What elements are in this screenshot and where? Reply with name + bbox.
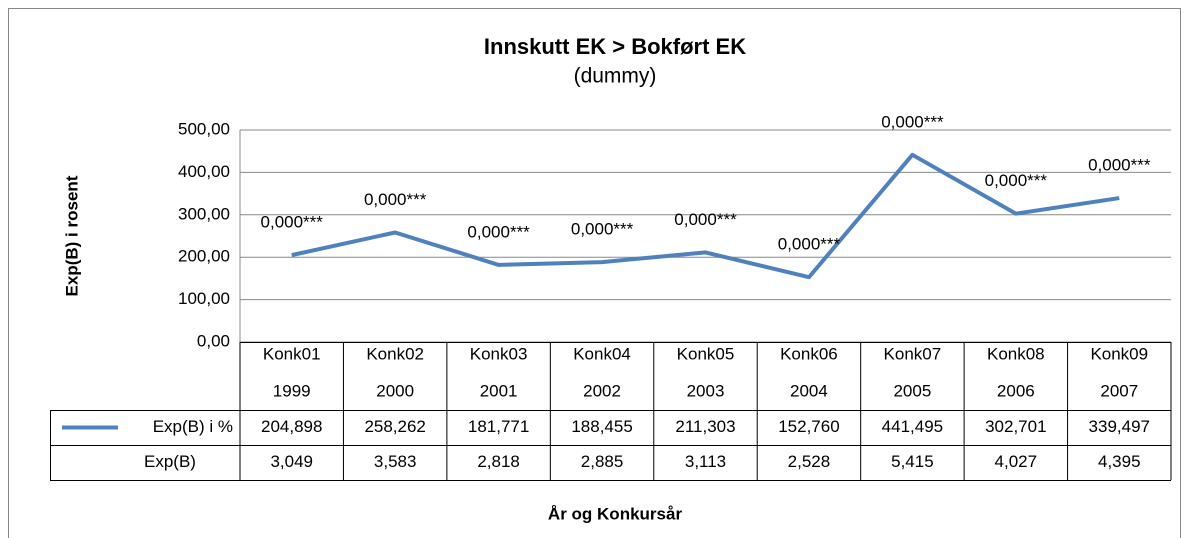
data-label: 0,000***: [674, 210, 737, 229]
x-tick-label: 2006: [997, 381, 1035, 400]
data-label: 0,000***: [778, 235, 841, 254]
x-tick-label: 1999: [273, 381, 311, 400]
legend-label: Exp(B) i %: [153, 417, 233, 436]
table-cell: 3,113: [685, 452, 726, 471]
x-tick-label: 2003: [687, 381, 725, 400]
table-cell: 204,898: [261, 417, 322, 436]
chart-subtitle: (dummy): [574, 65, 657, 88]
y-tick-label: 0,00: [197, 331, 230, 350]
x-tick-label: Konk05: [677, 344, 735, 363]
data-label: 0,000***: [985, 171, 1048, 190]
table-cell: 3,049: [270, 452, 313, 471]
x-tick-label: 2004: [790, 381, 828, 400]
x-tick-label: Konk01: [263, 344, 321, 363]
data-label: 0,000***: [571, 220, 634, 239]
x-axis-label: År og Konkursår: [548, 504, 683, 523]
x-tick-label: Konk03: [470, 344, 528, 363]
x-tick-label: Konk02: [366, 344, 424, 363]
x-tick-label: Konk07: [884, 344, 942, 363]
y-tick-label: 300,00: [178, 204, 230, 223]
table-cell: 339,497: [1089, 417, 1150, 436]
table-cell: 188,455: [571, 417, 632, 436]
chart-title: Innskutt EK > Bokført EK: [484, 34, 746, 59]
data-label: 0,000***: [364, 190, 427, 209]
table-cell: 4,395: [1098, 452, 1141, 471]
table-cell: 2,528: [788, 452, 831, 471]
chart-border: [8, 8, 1181, 538]
y-tick-label: 500,00: [178, 119, 230, 138]
table-cell: 152,760: [778, 417, 839, 436]
table-cell: 302,701: [985, 417, 1046, 436]
data-label: 0,000***: [467, 222, 530, 241]
y-tick-label: 200,00: [178, 247, 230, 266]
x-tick-label: 2001: [480, 381, 518, 400]
x-tick-label: Konk08: [987, 344, 1045, 363]
x-tick-label: 2007: [1100, 381, 1138, 400]
table-cell: 3,583: [374, 452, 417, 471]
table-cell: 2,818: [477, 452, 520, 471]
table-cell: 211,303: [675, 417, 735, 436]
table-cell: 441,495: [882, 417, 943, 436]
table-row-label: Exp(B): [144, 452, 196, 471]
data-label: 0,000***: [1088, 156, 1151, 175]
x-tick-label: Konk09: [1090, 344, 1148, 363]
data-label: 0,000***: [881, 112, 944, 131]
table-cell: 5,415: [891, 452, 934, 471]
x-tick-label: 2005: [893, 381, 931, 400]
data-label: 0,000***: [261, 213, 324, 232]
series-line: [291, 152, 1120, 280]
x-tick-label: 2002: [583, 381, 621, 400]
y-tick-label: 100,00: [178, 289, 230, 308]
table-cell: 181,771: [468, 417, 529, 436]
y-axis-label: Exp(B) i rosent: [62, 175, 81, 296]
y-tick-label: 400,00: [178, 162, 230, 181]
table-cell: 258,262: [364, 417, 425, 436]
x-tick-label: Konk04: [573, 344, 631, 363]
x-tick-label: Konk06: [780, 344, 838, 363]
table-cell: 4,027: [995, 452, 1038, 471]
x-tick-label: 2000: [376, 381, 414, 400]
table-cell: 2,885: [581, 452, 624, 471]
